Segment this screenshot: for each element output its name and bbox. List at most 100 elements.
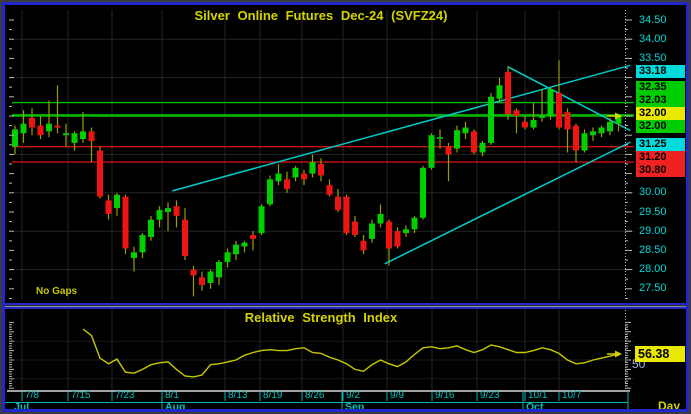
candle-body	[301, 173, 307, 180]
price-axis-label: 30.00	[639, 186, 667, 199]
price-axis-label: 29.00	[639, 224, 667, 237]
candle-body	[97, 150, 103, 197]
gridlines	[10, 10, 634, 390]
candle-body	[233, 244, 239, 255]
candle-body	[615, 116, 622, 124]
candle-body	[250, 235, 256, 239]
date-tick-label: 9/9	[390, 390, 404, 401]
price-marker-box-red: 30.80	[636, 163, 685, 177]
candle-body	[445, 146, 452, 155]
price-axis-label: 27.50	[639, 282, 667, 295]
candle-body	[173, 206, 180, 216]
date-tick-label: 9/2	[346, 390, 360, 401]
candle-body	[479, 142, 486, 153]
date-tick-label: 8/1	[165, 390, 179, 401]
price-axis-label: 34.00	[639, 32, 667, 45]
candle-body	[12, 129, 18, 147]
price-axis-label: 33.50	[639, 51, 667, 64]
trendline[interactable]	[172, 64, 631, 192]
candle-body	[403, 229, 409, 234]
price-marker-box-cyan: 31.25	[636, 137, 685, 151]
price-axis-label: 34.50	[639, 13, 667, 26]
candle-body	[411, 217, 418, 230]
candle-body	[335, 196, 341, 211]
candle-body	[496, 85, 503, 99]
date-tick-label: 7/8	[25, 390, 39, 401]
date-tick-label: 8/19	[263, 390, 283, 401]
candle-body	[54, 125, 61, 128]
candle-body	[182, 219, 188, 257]
date-tick-label: 10/1	[528, 390, 548, 401]
candle-body	[607, 121, 613, 132]
month-label: Sep	[345, 401, 365, 413]
candle-body	[547, 89, 554, 116]
candle-body	[241, 242, 248, 247]
price-marker-box-green: 32.00	[636, 119, 685, 133]
candle-body	[156, 210, 163, 220]
candle-body	[369, 223, 375, 239]
price-axis-label: 28.50	[639, 243, 667, 256]
candle-body	[488, 96, 494, 143]
candle-body	[513, 110, 520, 116]
candle-body	[292, 167, 299, 178]
candle-body	[530, 119, 537, 128]
candle-body	[216, 261, 222, 278]
date-tick-label: 7/15	[71, 390, 91, 401]
trendline[interactable]	[384, 141, 631, 265]
candle-body	[471, 131, 477, 153]
candle-body	[20, 123, 27, 134]
candle-body	[564, 112, 571, 130]
price-marker-box-cyan: 33.18	[636, 64, 685, 78]
candle-body	[573, 125, 579, 151]
candle-body	[29, 117, 35, 128]
date-tick-label: 9/23	[480, 390, 500, 401]
date-tick-label: 8/26	[305, 390, 325, 401]
candle-body	[165, 208, 171, 212]
candle-body	[122, 196, 129, 249]
candle-body	[318, 164, 324, 176]
candle-body	[522, 121, 528, 128]
candle-body	[352, 221, 358, 236]
date-tick-label: 8/13	[228, 390, 248, 401]
price-axis-label: 29.50	[639, 205, 667, 218]
chart-title: Silver Online Futures Dec-24 (SVFZ24)	[194, 8, 448, 23]
candle-body	[394, 231, 401, 247]
timeframe-label[interactable]: Day	[658, 399, 681, 413]
candle-body	[46, 123, 52, 132]
candle-body	[80, 131, 86, 140]
candle-body	[598, 127, 605, 134]
price-axis-label: 28.00	[639, 263, 667, 276]
price-marker-box-yellow: 32.00	[636, 106, 685, 120]
price-marker-box-red: 31.20	[636, 150, 685, 164]
candle-body	[505, 71, 511, 115]
month-label: Oct	[526, 401, 544, 413]
candle-body	[581, 133, 588, 151]
candle-body	[88, 131, 95, 141]
last-price-arrows	[607, 112, 622, 358]
candle-body	[190, 269, 197, 276]
candle-body	[326, 185, 333, 195]
candle-body	[343, 196, 350, 234]
rsi-panel-title: Relative Strength Index	[244, 310, 398, 325]
candle-body	[258, 206, 265, 234]
candle-body	[386, 221, 392, 249]
candle-body	[454, 130, 460, 149]
date-tick-label: 9/16	[435, 390, 455, 401]
candle-body	[63, 133, 69, 136]
candle-body	[148, 219, 154, 237]
month-label: Aug	[165, 401, 186, 413]
price-marker-box-green: 32.03	[636, 93, 685, 107]
candle-body	[139, 235, 146, 253]
price-marker-box-green: 32.35	[636, 80, 685, 94]
candle-body	[284, 179, 290, 189]
candle-body	[199, 277, 205, 285]
candle-body	[556, 92, 562, 128]
candle-body	[71, 133, 78, 143]
candle-body	[462, 127, 469, 134]
rsi-value-box: 56.38	[635, 346, 685, 362]
candle-body	[437, 137, 443, 139]
level-lines	[12, 101, 634, 163]
candle-body	[207, 271, 214, 284]
candle-body	[539, 116, 545, 118]
